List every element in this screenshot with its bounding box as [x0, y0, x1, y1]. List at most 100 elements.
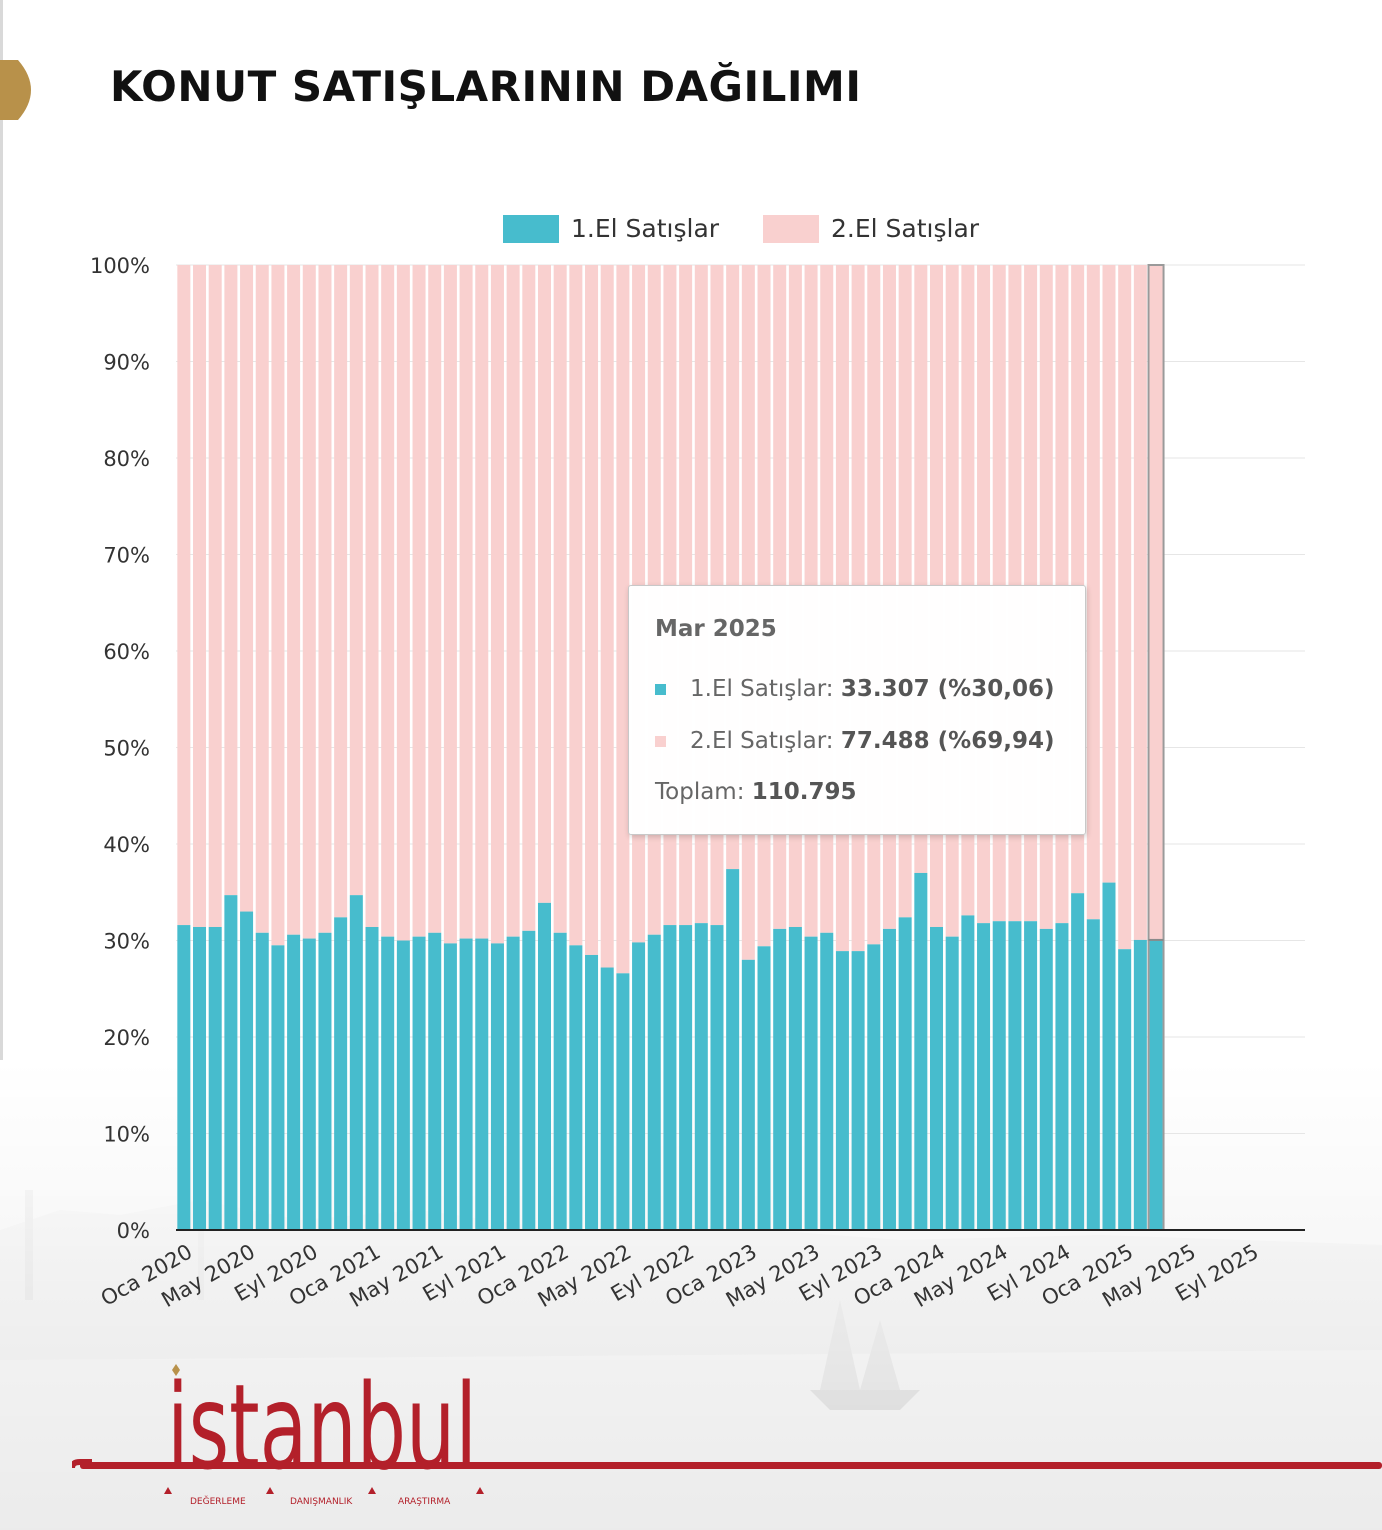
bar-second-hand[interactable]	[349, 265, 363, 896]
bar-first-hand[interactable]	[1039, 928, 1053, 1230]
bar-second-hand[interactable]	[569, 265, 583, 946]
bar-first-hand[interactable]	[287, 934, 301, 1230]
bar-first-hand[interactable]	[506, 936, 520, 1230]
bar-second-hand[interactable]	[600, 265, 614, 968]
bar-second-hand[interactable]	[616, 265, 630, 974]
bar-second-hand[interactable]	[1102, 265, 1116, 883]
bar-second-hand[interactable]	[334, 265, 348, 918]
bar-first-hand[interactable]	[1149, 939, 1163, 1230]
bar-first-hand[interactable]	[396, 940, 410, 1231]
bar-first-hand[interactable]	[1102, 882, 1116, 1230]
bar-second-hand[interactable]	[443, 265, 457, 944]
bar-first-hand[interactable]	[804, 936, 818, 1230]
legend-item-first-hand[interactable]: 1.El Satışlar	[503, 214, 719, 243]
bar-first-hand[interactable]	[271, 945, 285, 1230]
bar-second-hand[interactable]	[585, 265, 599, 955]
bar-second-hand[interactable]	[208, 265, 222, 927]
bar-first-hand[interactable]	[224, 895, 238, 1230]
bar-first-hand[interactable]	[788, 926, 802, 1230]
bar-second-hand[interactable]	[287, 265, 301, 935]
bar-second-hand[interactable]	[271, 265, 285, 946]
bar-first-hand[interactable]	[1086, 919, 1100, 1230]
bar-second-hand[interactable]	[522, 265, 536, 931]
bar-first-hand[interactable]	[992, 921, 1006, 1230]
bar-second-hand[interactable]	[1086, 265, 1100, 920]
bar-second-hand[interactable]	[537, 265, 552, 903]
bar-first-hand[interactable]	[710, 925, 724, 1230]
bar-first-hand[interactable]	[553, 932, 567, 1230]
bar-second-hand[interactable]	[255, 265, 269, 933]
bar-first-hand[interactable]	[537, 902, 552, 1230]
bar-first-hand[interactable]	[208, 926, 222, 1230]
bar-first-hand[interactable]	[929, 926, 944, 1230]
legend-item-second-hand[interactable]: 2.El Satışlar	[763, 214, 979, 243]
bar-first-hand[interactable]	[459, 938, 473, 1230]
bar-first-hand[interactable]	[773, 928, 787, 1230]
bar-first-hand[interactable]	[412, 936, 426, 1230]
bar-second-hand[interactable]	[240, 265, 254, 912]
bar-first-hand[interactable]	[1071, 893, 1085, 1230]
bar-second-hand[interactable]	[193, 265, 207, 927]
bar-second-hand[interactable]	[428, 265, 442, 933]
bar-first-hand[interactable]	[647, 934, 661, 1230]
bar-first-hand[interactable]	[193, 926, 207, 1230]
bar-second-hand[interactable]	[506, 265, 520, 937]
bar-first-hand[interactable]	[428, 932, 442, 1230]
bar-first-hand[interactable]	[616, 973, 630, 1230]
logo-tagline-2: DANIŞMANLIK	[290, 1497, 353, 1507]
bar-first-hand[interactable]	[334, 917, 348, 1230]
bar-first-hand[interactable]	[1133, 939, 1147, 1230]
bar-second-hand[interactable]	[1118, 265, 1132, 950]
bar-second-hand[interactable]	[490, 265, 504, 944]
bar-first-hand[interactable]	[663, 925, 677, 1230]
bar-first-hand[interactable]	[820, 932, 834, 1230]
bar-second-hand[interactable]	[381, 265, 395, 937]
bar-second-hand[interactable]	[318, 265, 332, 933]
bar-first-hand[interactable]	[1055, 923, 1069, 1230]
bar-second-hand[interactable]	[224, 265, 238, 896]
bar-first-hand[interactable]	[726, 869, 740, 1230]
bar-first-hand[interactable]	[600, 967, 614, 1230]
bar-first-hand[interactable]	[569, 945, 583, 1230]
bar-first-hand[interactable]	[1024, 921, 1038, 1230]
bar-first-hand[interactable]	[255, 932, 269, 1230]
bar-first-hand[interactable]	[1118, 949, 1132, 1230]
bar-first-hand[interactable]	[867, 944, 881, 1230]
bar-first-hand[interactable]	[851, 951, 865, 1230]
bar-second-hand[interactable]	[396, 265, 410, 941]
bar-first-hand[interactable]	[945, 936, 959, 1230]
bar-first-hand[interactable]	[961, 915, 975, 1230]
bar-second-hand[interactable]	[365, 265, 379, 927]
bar-first-hand[interactable]	[741, 959, 755, 1230]
bar-first-hand[interactable]	[1008, 921, 1022, 1230]
bar-second-hand[interactable]	[1149, 265, 1163, 940]
bar-second-hand[interactable]	[1133, 265, 1147, 940]
bar-first-hand[interactable]	[522, 930, 536, 1230]
bar-first-hand[interactable]	[632, 942, 646, 1230]
bar-first-hand[interactable]	[757, 946, 771, 1230]
bar-second-hand[interactable]	[302, 265, 316, 939]
bar-second-hand[interactable]	[475, 265, 489, 939]
bar-first-hand[interactable]	[835, 951, 849, 1230]
bar-second-hand[interactable]	[553, 265, 567, 933]
bar-first-hand[interactable]	[365, 926, 379, 1230]
bar-first-hand[interactable]	[349, 895, 363, 1230]
bar-first-hand[interactable]	[318, 932, 332, 1230]
bar-first-hand[interactable]	[694, 923, 708, 1230]
bar-first-hand[interactable]	[475, 938, 489, 1230]
bar-second-hand[interactable]	[177, 265, 191, 926]
bar-first-hand[interactable]	[381, 936, 395, 1230]
bar-first-hand[interactable]	[177, 925, 191, 1230]
bar-first-hand[interactable]	[679, 925, 693, 1230]
bar-first-hand[interactable]	[898, 917, 912, 1230]
bar-first-hand[interactable]	[585, 954, 599, 1230]
bar-first-hand[interactable]	[882, 928, 896, 1230]
bar-first-hand[interactable]	[914, 872, 928, 1230]
bar-first-hand[interactable]	[302, 938, 316, 1230]
bar-first-hand[interactable]	[490, 943, 504, 1230]
bar-first-hand[interactable]	[443, 943, 457, 1230]
bar-second-hand[interactable]	[412, 265, 426, 937]
bar-second-hand[interactable]	[459, 265, 473, 939]
bar-first-hand[interactable]	[240, 911, 254, 1230]
bar-first-hand[interactable]	[977, 923, 991, 1230]
